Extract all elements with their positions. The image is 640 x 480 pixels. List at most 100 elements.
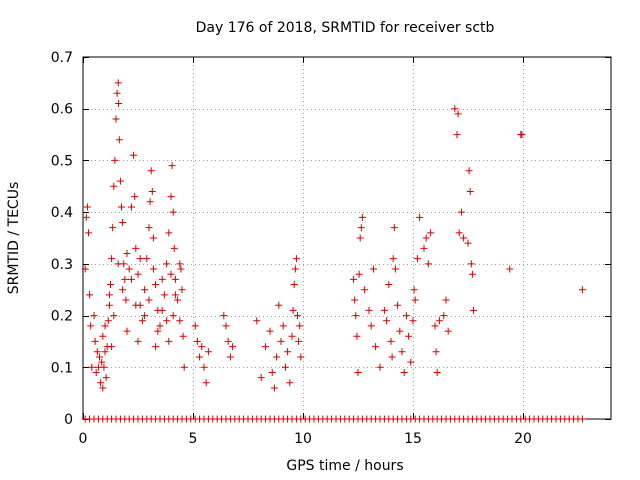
data-point	[145, 296, 153, 304]
data-point	[578, 286, 586, 294]
data-point	[365, 306, 373, 314]
data-point	[372, 343, 380, 351]
data-point	[352, 312, 360, 320]
data-point	[433, 368, 441, 376]
data-point	[453, 131, 461, 139]
x-tick-label: 0	[79, 431, 88, 447]
data-point	[222, 322, 230, 330]
x-tick-label: 15	[404, 431, 422, 447]
data-point	[411, 296, 419, 304]
y-tick-label: 0.5	[51, 153, 73, 169]
data-point	[270, 384, 278, 392]
data-point	[85, 229, 92, 237]
data-point	[169, 312, 177, 320]
data-point	[97, 379, 105, 387]
data-point	[455, 229, 463, 237]
data-point	[136, 255, 144, 263]
chart-title: Day 176 of 2018, SRMTID for receiver sct…	[196, 20, 495, 36]
data-point	[427, 229, 435, 237]
data-point	[160, 291, 168, 299]
data-point	[220, 312, 228, 320]
data-point	[119, 218, 127, 226]
data-points	[81, 79, 586, 423]
data-point	[202, 379, 210, 387]
data-point	[465, 167, 473, 175]
data-point	[424, 260, 432, 268]
data-point	[226, 353, 234, 361]
data-point	[460, 234, 468, 242]
data-point	[123, 250, 131, 258]
data-point	[281, 363, 289, 371]
data-point	[114, 260, 122, 268]
data-point	[102, 374, 110, 382]
data-point	[180, 363, 188, 371]
data-point	[152, 281, 160, 289]
data-point	[134, 337, 142, 345]
data-point	[168, 162, 176, 170]
data-point	[389, 255, 397, 263]
data-point	[387, 337, 395, 345]
data-point	[93, 348, 101, 356]
data-point	[141, 286, 149, 294]
data-point	[413, 255, 421, 263]
data-point	[90, 312, 98, 320]
data-point	[148, 187, 156, 195]
data-point	[351, 296, 359, 304]
data-point	[108, 343, 116, 351]
data-point	[289, 306, 297, 314]
data-point	[156, 322, 164, 330]
data-point	[442, 296, 450, 304]
data-point	[96, 353, 103, 361]
data-point	[383, 317, 391, 325]
data-point	[388, 353, 396, 361]
data-point	[110, 312, 118, 320]
data-point	[292, 255, 300, 263]
data-point	[121, 275, 129, 283]
data-point	[176, 260, 184, 268]
data-point	[105, 301, 113, 309]
data-point	[367, 322, 375, 330]
data-point	[376, 363, 384, 371]
data-point	[88, 363, 96, 371]
data-point	[101, 348, 109, 356]
data-point	[111, 156, 119, 164]
data-point	[147, 167, 155, 175]
data-point	[113, 89, 121, 97]
data-point	[110, 182, 118, 190]
data-point	[400, 368, 408, 376]
data-point	[169, 208, 177, 216]
data-point	[176, 317, 184, 325]
data-point	[100, 363, 108, 371]
data-point	[275, 301, 283, 309]
data-point	[277, 337, 285, 345]
data-point	[141, 312, 149, 320]
data-point	[98, 358, 106, 366]
data-point	[354, 368, 362, 376]
gridlines	[83, 57, 611, 419]
data-point	[112, 115, 120, 123]
data-point	[134, 270, 142, 278]
data-point	[391, 265, 399, 273]
data-point	[177, 265, 185, 273]
data-point	[149, 265, 157, 273]
data-point	[297, 353, 305, 361]
data-point	[119, 286, 127, 294]
data-point	[91, 337, 99, 345]
data-point	[358, 213, 366, 221]
data-point	[122, 296, 130, 304]
data-point	[127, 275, 135, 283]
data-point	[262, 343, 270, 351]
data-point	[409, 317, 417, 325]
data-point	[116, 177, 124, 185]
data-point	[105, 291, 113, 299]
data-point	[268, 368, 276, 376]
data-point	[464, 239, 472, 247]
data-point	[167, 193, 175, 201]
data-point	[394, 301, 402, 309]
data-point	[92, 368, 100, 376]
data-point	[440, 312, 448, 320]
data-point	[171, 291, 179, 299]
data-point	[82, 213, 90, 221]
data-point	[288, 332, 296, 340]
data-point	[152, 343, 160, 351]
